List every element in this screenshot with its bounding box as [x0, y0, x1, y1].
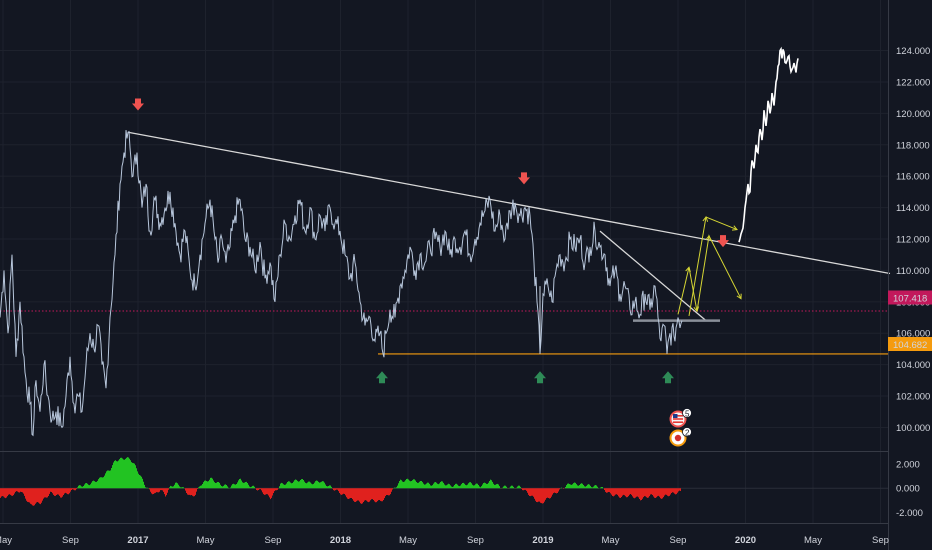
time-tick-label: Sep	[265, 535, 282, 546]
time-tick-label: Sep	[872, 535, 889, 546]
osc-tick-label: -2.000	[896, 508, 923, 519]
price-tick-label: 110.000	[896, 266, 930, 277]
price-tick-label: 124.000	[896, 46, 930, 57]
scenario-arrowhead	[736, 293, 742, 300]
time-tick-label: Sep	[467, 535, 484, 546]
scenario-arrowhead	[685, 266, 691, 273]
price-axis[interactable]: 124.000 122.000 120.000 118.000 116.000 114.0…	[896, 46, 930, 434]
osc-tick-label: 2.000	[896, 460, 920, 471]
projection-line[interactable]	[738, 46, 799, 243]
price-tick-label: 122.000	[896, 77, 930, 88]
time-tick-label: Sep	[62, 535, 79, 546]
price-tick-label: 112.000	[896, 235, 930, 246]
scenario-arrowhead	[693, 306, 700, 313]
price-line[interactable]	[0, 130, 683, 437]
time-tick-label: May	[804, 535, 822, 546]
oscillator-axis[interactable]: 2.000 0.000 -2.000	[896, 460, 923, 519]
support-price-text: 104.682	[893, 340, 927, 351]
trendline[interactable]	[127, 131, 891, 275]
bear-arrow-icon[interactable]	[717, 235, 729, 248]
current-price-label: 107.418	[888, 290, 932, 305]
price-tick-label: 118.000	[896, 140, 930, 151]
current-price-tag	[888, 290, 932, 305]
jp-event-count: 2	[685, 428, 690, 437]
time-tick-label: 2019	[532, 535, 553, 546]
us-event-count: 5	[685, 409, 690, 418]
markers-layer	[132, 98, 729, 384]
bear-arrow-icon[interactable]	[132, 98, 144, 111]
bull-arrow-icon[interactable]	[662, 371, 674, 384]
time-axis[interactable]: May Sep 2017 May Sep 2018 May Sep 2019 May Sep 2020…	[0, 535, 889, 546]
time-tick-label: 2017	[127, 535, 148, 546]
time-tick-label: 2018	[330, 535, 351, 546]
time-tick-label: May	[197, 535, 215, 546]
support-price-tag	[888, 337, 932, 351]
time-tick-label: Sep	[670, 535, 687, 546]
time-tick-label: May	[602, 535, 620, 546]
scenario-arrowhead	[731, 225, 738, 231]
time-tick-label: May	[0, 535, 12, 546]
drawings-layer	[0, 131, 891, 355]
support-price-label: 104.682	[888, 337, 932, 351]
scenario-path[interactable]	[677, 234, 742, 315]
price-tick-label: 116.000	[896, 172, 930, 183]
japan-flag-event-icon[interactable]: 2	[669, 427, 692, 447]
current-price-text: 107.418	[893, 293, 927, 304]
bear-arrow-icon[interactable]	[518, 172, 530, 185]
grid	[0, 0, 888, 523]
price-tick-label: 102.000	[896, 392, 930, 403]
bull-arrow-icon[interactable]	[534, 371, 546, 384]
time-tick-label: 2020	[735, 535, 756, 546]
bull-arrow-icon[interactable]	[376, 371, 388, 384]
us-flag-event-icon[interactable]: 5	[669, 408, 692, 428]
time-tick-label: May	[399, 535, 417, 546]
price-tick-label: 106.000	[896, 329, 930, 340]
price-tick-label: 104.000	[896, 360, 930, 371]
price-tick-label: 100.000	[896, 423, 930, 434]
oscillator-pane	[0, 457, 888, 506]
scenario-arrowhead	[702, 215, 709, 222]
price-series-layer	[0, 46, 799, 437]
price-tick-label: 120.000	[896, 109, 930, 120]
scenario-arrowhead	[705, 234, 712, 241]
price-tick-label: 114.000	[896, 203, 930, 214]
scenario-path[interactable]	[688, 216, 738, 317]
osc-tick-label: 0.000	[896, 484, 920, 495]
trendline[interactable]	[599, 230, 707, 322]
